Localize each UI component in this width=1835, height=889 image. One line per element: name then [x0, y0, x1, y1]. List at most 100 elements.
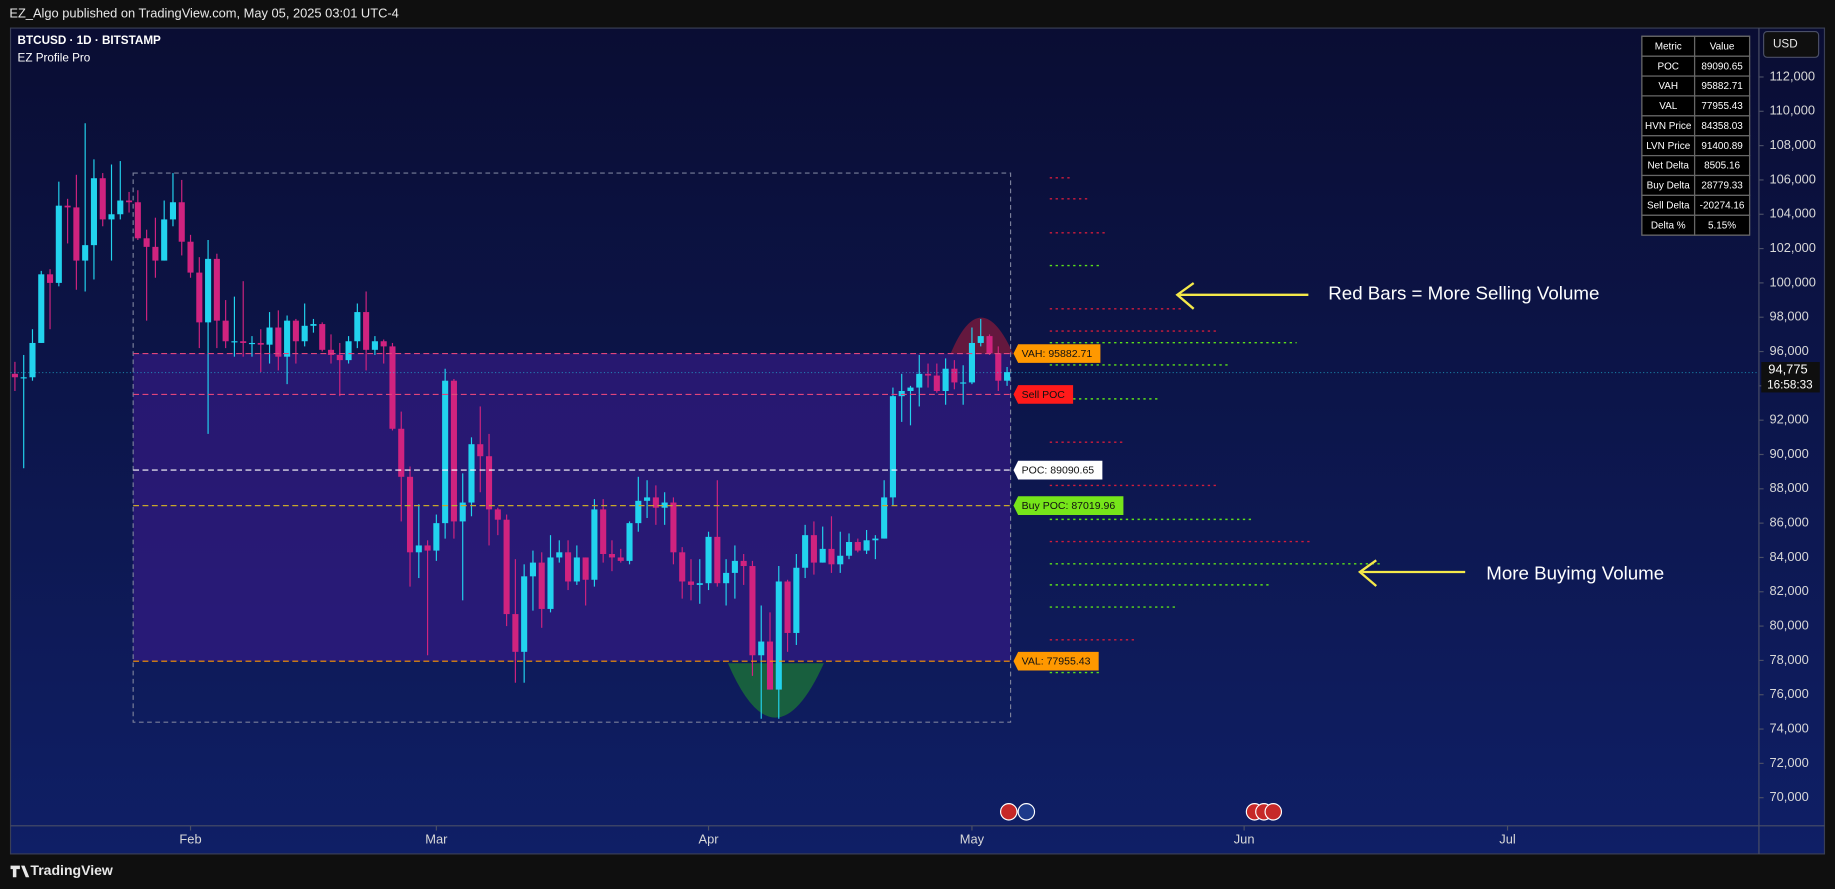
table-text: -20274.16	[1700, 200, 1745, 211]
candle-body	[617, 557, 624, 561]
candle-body	[837, 555, 844, 565]
level-label-text: VAH: 95882.71	[1022, 348, 1093, 360]
candle-body	[389, 346, 396, 429]
level-label-text: Buy POC: 87019.96	[1022, 500, 1116, 512]
level-label-box	[1013, 460, 1103, 480]
candle-body	[942, 368, 949, 392]
x-tick-label: Feb	[179, 831, 201, 846]
level-label-box	[1013, 385, 1074, 404]
y-tick-label: 74,000	[1769, 720, 1808, 735]
candle-body	[213, 258, 220, 321]
candle-body	[784, 581, 791, 633]
volume-profile	[1049, 177, 1381, 674]
candle-body	[766, 641, 774, 690]
candle-body	[354, 312, 361, 342]
candle-body	[538, 562, 545, 609]
candle-body	[161, 219, 168, 261]
annotation: Red Bars = More Selling Volume	[1328, 283, 1599, 304]
level-label: Sell POC	[1013, 385, 1074, 404]
y-tick-label: 70,000	[1769, 789, 1808, 804]
candle-body	[828, 548, 835, 565]
y-tick-label: 102,000	[1769, 240, 1815, 255]
y-tick-label: 82,000	[1769, 583, 1808, 598]
candle-body	[169, 202, 177, 220]
candle-body	[442, 380, 449, 524]
last-price-box	[1761, 362, 1820, 393]
level-label-box	[1013, 344, 1101, 363]
candle-body	[907, 387, 914, 392]
sell-zone-arc	[950, 317, 1014, 355]
brand: TradingView	[30, 862, 112, 878]
candle-body	[117, 200, 124, 215]
candle-body	[143, 238, 150, 247]
currency[interactable]: USD	[1773, 38, 1798, 51]
candle-body	[126, 200, 133, 203]
table-text: Delta %	[1651, 220, 1686, 231]
y-tick-label: 78,000	[1769, 652, 1808, 667]
candle-body	[64, 205, 71, 208]
table-text: 84358.03	[1701, 121, 1743, 132]
candle-body	[512, 614, 519, 652]
candle-body	[248, 342, 256, 345]
candle-body	[951, 368, 958, 383]
candle-body	[47, 274, 54, 283]
table-text: 28779.33	[1701, 181, 1743, 192]
candle-body	[986, 336, 993, 354]
level-label-box	[1013, 651, 1099, 671]
y-tick-label: 80,000	[1769, 618, 1808, 633]
candle-body	[371, 341, 378, 350]
candle-body	[881, 497, 888, 539]
candle-body	[652, 497, 659, 508]
candle-body	[898, 391, 905, 397]
y-tick-label: 100,000	[1769, 274, 1815, 289]
candle-body	[205, 258, 212, 323]
candle-body	[529, 562, 536, 577]
table-text: VAL	[1659, 101, 1678, 112]
candle-body	[995, 353, 1002, 381]
candle-body	[810, 535, 817, 563]
candle-body	[863, 540, 870, 551]
candle-body	[925, 373, 932, 376]
y-tick-label: 92,000	[1769, 412, 1808, 427]
candle-body	[670, 502, 677, 553]
candle-body	[845, 542, 853, 556]
candle-body	[240, 341, 247, 343]
y-tick-label: 72,000	[1769, 755, 1808, 770]
candle-body	[740, 560, 747, 567]
candle-body	[415, 545, 422, 553]
x-tick-label: Jun	[1234, 831, 1255, 846]
candle-body	[714, 536, 721, 584]
candle-body	[134, 202, 141, 239]
level-label: POC: 89090.65	[1013, 460, 1103, 480]
candle-body	[468, 444, 475, 503]
y-tick-label: 106,000	[1769, 171, 1815, 186]
candle-body	[222, 320, 229, 342]
candle-body	[459, 502, 466, 522]
candle-body	[450, 380, 457, 522]
y-tick-label: 108,000	[1769, 137, 1815, 152]
candle-body	[20, 377, 27, 379]
candle-body	[292, 320, 299, 342]
buy-zone-arc	[727, 663, 824, 718]
candle-body	[608, 554, 616, 558]
symbol: BTCUSD · 1D · BITSTAMP	[18, 34, 162, 47]
table-text: 95882.71	[1701, 81, 1743, 92]
table-text: Value	[1710, 41, 1735, 52]
table-text: 91400.89	[1701, 141, 1743, 152]
candle-body	[73, 207, 80, 261]
candle-body	[547, 557, 554, 609]
currency-box[interactable]	[1763, 30, 1820, 58]
table-text: Buy Delta	[1647, 181, 1691, 192]
y-tick-label: 110,000	[1769, 103, 1815, 118]
table-text: 5.15%	[1708, 220, 1736, 231]
candle-body	[802, 535, 809, 568]
candle-body	[960, 382, 967, 384]
candle-body	[90, 178, 97, 246]
annotation-arrow	[1175, 282, 1309, 310]
candle-body	[336, 354, 343, 361]
candle-body	[933, 375, 940, 392]
candle-body	[284, 320, 291, 357]
y-tick-label: 96,000	[1769, 343, 1808, 358]
candle-body	[433, 523, 440, 551]
x-tick-label: May	[960, 831, 985, 846]
